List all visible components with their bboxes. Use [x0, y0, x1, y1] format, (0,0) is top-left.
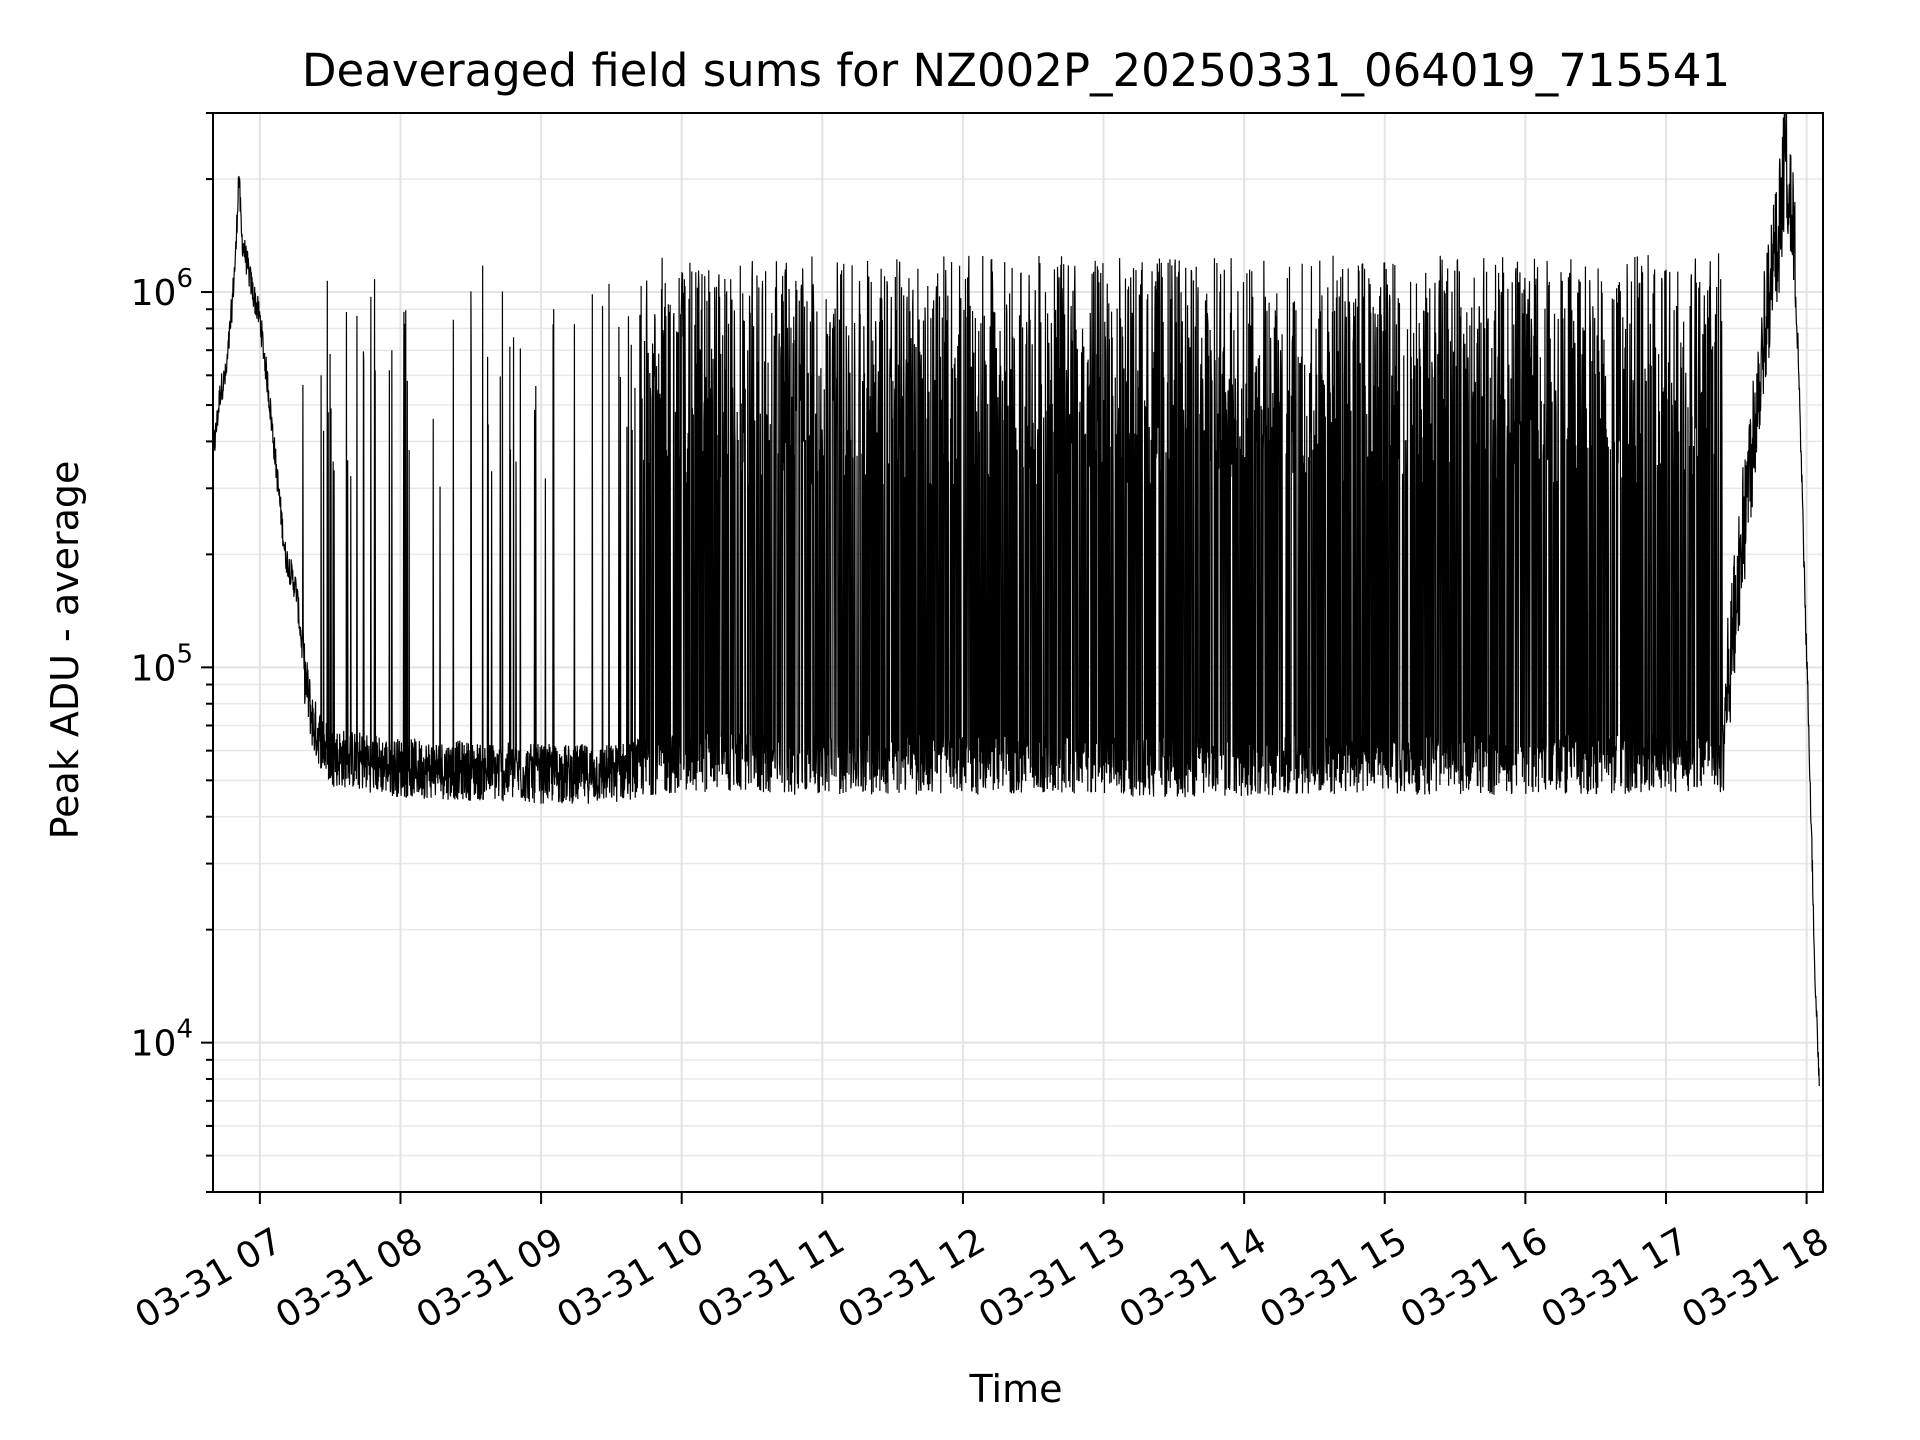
plot-frame [212, 112, 1824, 1193]
x-tick-label: 03-31 17 [1535, 1220, 1696, 1336]
x-tick-label: 03-31 14 [1113, 1220, 1274, 1336]
x-tick-label: 03-31 09 [410, 1220, 571, 1336]
x-tick-label: 03-31 08 [269, 1220, 430, 1336]
x-tick-label: 03-31 11 [691, 1220, 852, 1336]
x-axis-label: Time [969, 1367, 1063, 1411]
y-tick-label: 106 [131, 264, 193, 314]
chart-title: Deaveraged field sums for NZ002P_2025033… [302, 44, 1730, 97]
y-tick-label: 104 [131, 1015, 193, 1065]
x-tick-label: 03-31 12 [832, 1220, 993, 1336]
y-tick-label: 105 [131, 639, 193, 689]
x-tick-label: 03-31 10 [550, 1220, 711, 1336]
x-tick-label: 03-31 13 [972, 1220, 1133, 1336]
x-tick-label: 03-31 07 [128, 1220, 289, 1336]
y-axis-label: Peak ADU - average [43, 461, 87, 840]
x-tick-label: 03-31 15 [1253, 1220, 1414, 1336]
series-layer [212, 112, 1820, 1087]
x-tick-label: 03-31 18 [1675, 1220, 1836, 1336]
series-line [212, 112, 1820, 1087]
x-tick-label: 03-31 16 [1394, 1220, 1555, 1336]
